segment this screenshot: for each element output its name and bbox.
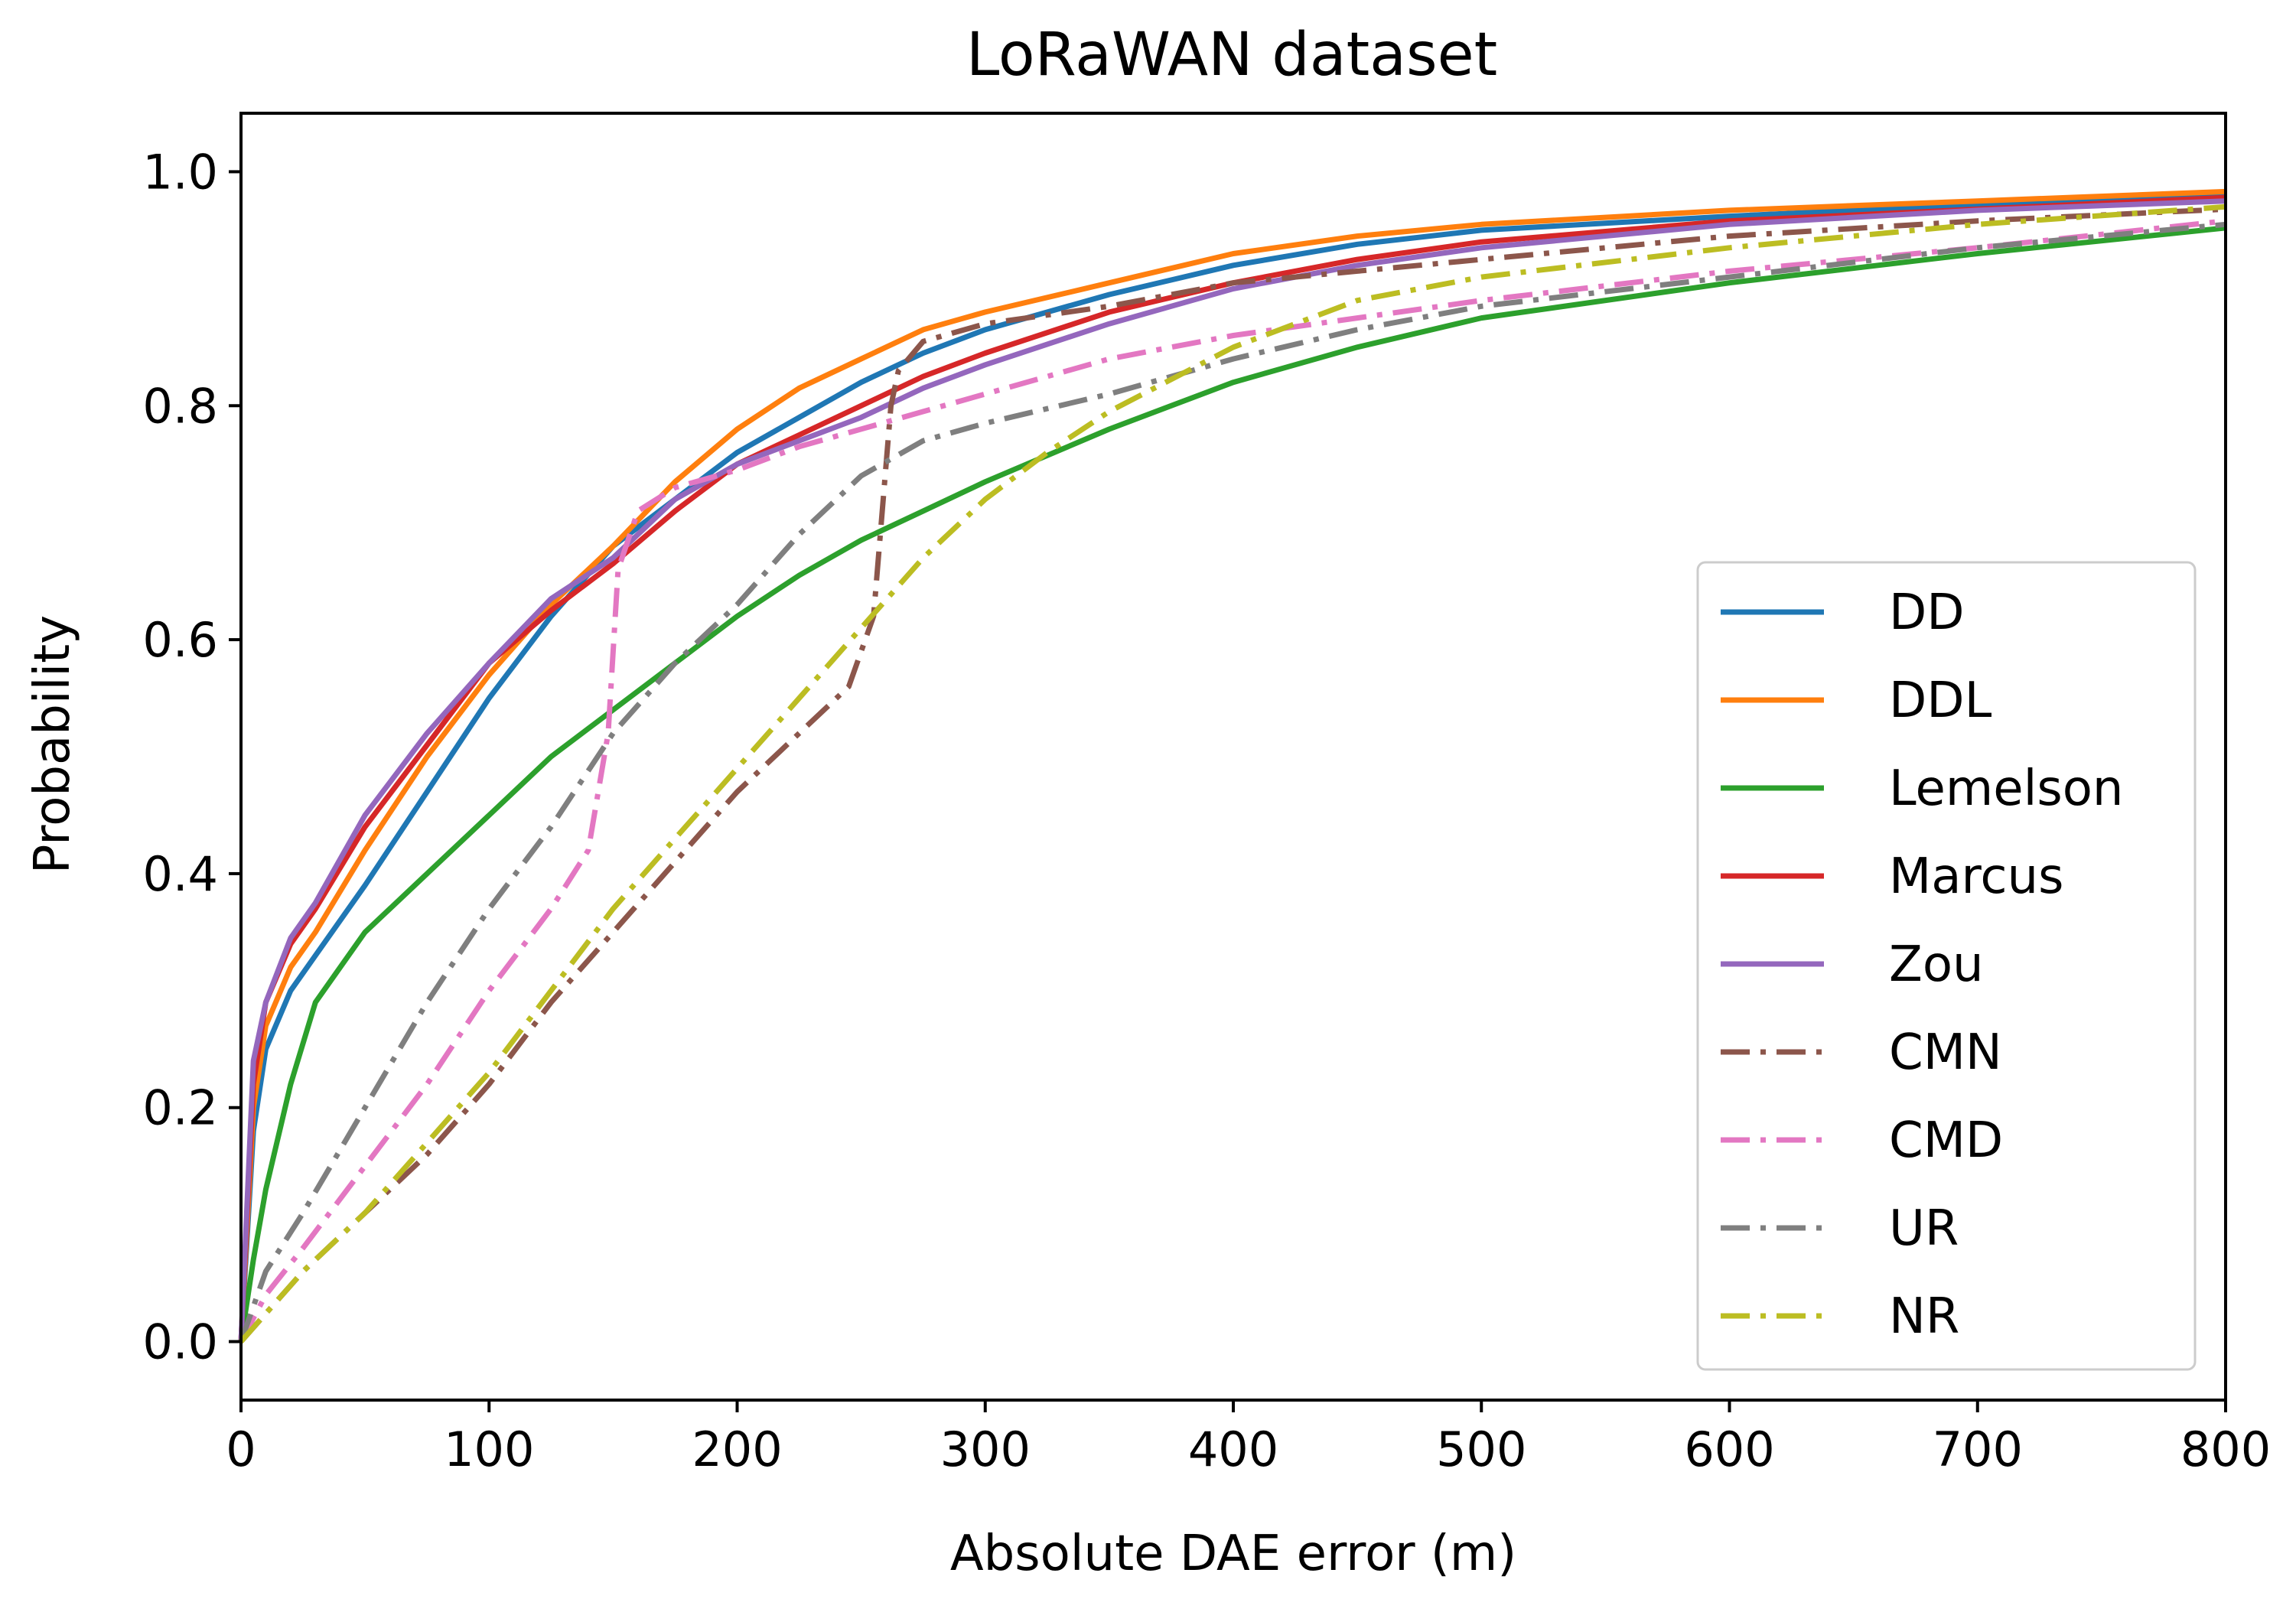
x-tick-label: 300 <box>940 1422 1031 1477</box>
x-tick-label: 100 <box>444 1422 534 1477</box>
y-tick-label: 0.2 <box>142 1080 218 1136</box>
series-line-lemelson <box>238 225 2226 1343</box>
series-line-dd <box>238 192 2226 1342</box>
legend: DD DDL Lemelson Marcus Zou CMN CMD UR NR <box>1696 561 2197 1371</box>
legend-label-ddl: DDL <box>1889 672 1992 729</box>
legend-label-lemelson: Lemelson <box>1889 760 2123 817</box>
y-axis-label: Probability <box>24 615 81 874</box>
legend-label-dd: DD <box>1889 585 1965 641</box>
chart-title: LoRaWAN dataset <box>966 21 1497 90</box>
legend-box <box>1696 561 2197 1371</box>
legend-label-marcus: Marcus <box>1889 848 2063 905</box>
y-tick-label: 0.8 <box>142 378 218 434</box>
legend-label-cmd: CMD <box>1889 1112 2003 1169</box>
y-tick-label: 0.4 <box>142 846 218 902</box>
series-line-ur <box>238 221 2226 1343</box>
x-tick-label: 600 <box>1684 1422 1774 1477</box>
x-axis-label: Absolute DAE error (m) <box>950 1526 1516 1582</box>
x-tick-label: 400 <box>1188 1422 1278 1477</box>
x-tick-label: 700 <box>1933 1422 2023 1477</box>
x-tick-label: 500 <box>1436 1422 1526 1477</box>
series-line-nr <box>239 204 2226 1343</box>
x-tick-label: 200 <box>692 1422 782 1477</box>
y-tick-label: 1.0 <box>142 144 218 200</box>
x-axis: 0 100 200 300 400 500 600 700 800 <box>226 1400 2271 1477</box>
x-tick-label: 800 <box>2180 1422 2271 1477</box>
series-line-ddl <box>238 188 2226 1342</box>
legend-label-cmn: CMN <box>1889 1024 2002 1081</box>
series-line-cmd <box>238 218 2226 1343</box>
legend-label-ur: UR <box>1889 1200 1959 1257</box>
legend-label-nr: NR <box>1889 1288 1959 1345</box>
y-axis: 0.0 0.2 0.4 0.6 0.8 1.0 <box>142 144 241 1370</box>
x-tick-label: 0 <box>226 1422 256 1477</box>
y-tick-label: 0.6 <box>142 612 218 668</box>
series-line-zou <box>238 198 2226 1342</box>
legend-label-zou: Zou <box>1889 936 1984 993</box>
series-layer <box>238 188 2226 1343</box>
y-tick-label: 0.0 <box>142 1314 218 1370</box>
